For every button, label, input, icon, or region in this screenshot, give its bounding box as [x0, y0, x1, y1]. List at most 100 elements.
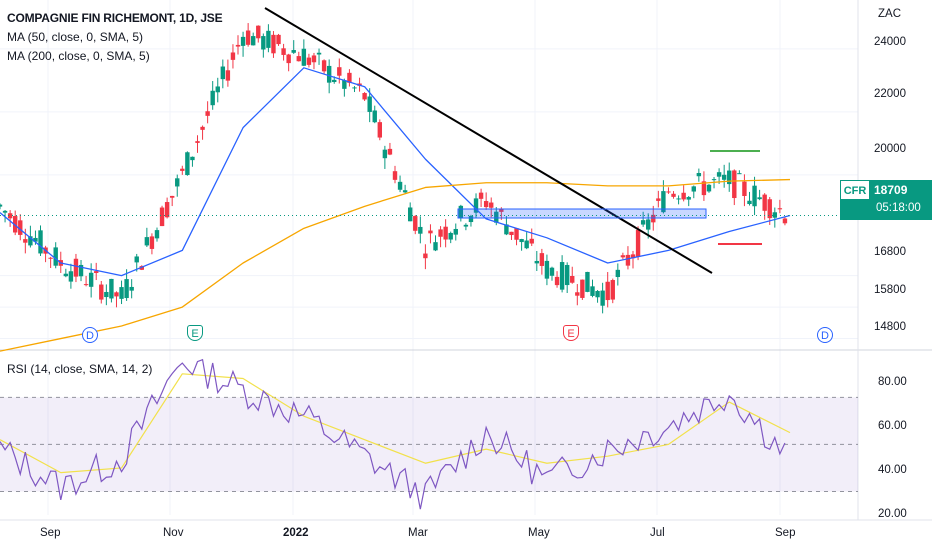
- candle-body: [701, 181, 707, 196]
- bar-countdown: 05:18:00: [876, 202, 921, 214]
- candle-body: [686, 197, 691, 200]
- candle-body: [240, 36, 246, 46]
- candle-body: [630, 254, 636, 259]
- earnings-event-icon[interactable]: E: [187, 325, 203, 341]
- candle-body: [342, 80, 347, 89]
- candle-body: [595, 291, 600, 298]
- candle-body: [124, 279, 129, 299]
- candle-body: [534, 260, 539, 264]
- candle-body: [407, 207, 413, 222]
- candle-body: [646, 219, 651, 230]
- candle-body: [681, 192, 686, 200]
- candle-body: [468, 215, 474, 223]
- ma200-legend[interactable]: MA (200, close, 0, SMA, 5): [7, 49, 150, 63]
- candle-body: [271, 34, 276, 54]
- candle-body: [499, 209, 504, 212]
- candle-body: [175, 178, 180, 187]
- candle-body: [99, 284, 104, 300]
- candle-body: [661, 191, 666, 213]
- candle-body: [0, 204, 3, 207]
- candle-body: [180, 168, 185, 171]
- candle-body: [377, 122, 383, 138]
- candle-body: [296, 56, 301, 62]
- candle-body: [473, 198, 479, 213]
- time-tick: Mar: [408, 527, 428, 539]
- candle-body: [782, 218, 788, 224]
- chart-title: COMPAGNIE FIN RICHEMONT, 1D, JSE: [7, 11, 223, 25]
- last-price-tag[interactable]: CFR 18709 05:18:00: [840, 180, 932, 220]
- candle-body: [7, 213, 13, 219]
- time-tick: Sep: [40, 527, 61, 539]
- support-zone: [457, 208, 707, 219]
- candle-body: [737, 173, 742, 175]
- candle-body: [215, 86, 220, 93]
- ma200-line: [0, 178, 791, 352]
- candle-body: [230, 52, 236, 60]
- ma50-line: [0, 67, 791, 277]
- candle-body: [104, 291, 109, 298]
- candle-body: [114, 292, 119, 297]
- candle-body: [559, 262, 565, 290]
- candle-body: [195, 141, 200, 143]
- candle-body: [478, 192, 484, 199]
- candle-body: [367, 96, 372, 112]
- candle-body: [23, 239, 28, 243]
- earnings-event-icon[interactable]: E: [563, 325, 579, 341]
- candle-body: [413, 216, 418, 231]
- price-tick: 24000: [874, 36, 906, 48]
- candle-body: [164, 202, 170, 218]
- candle-body: [337, 67, 342, 76]
- candle-body: [276, 34, 281, 45]
- candle-body: [605, 281, 610, 301]
- price-tick: 16800: [874, 246, 906, 258]
- candle-body: [205, 111, 210, 116]
- ma50-legend[interactable]: MA (50, close, 0, SMA, 5): [7, 30, 144, 44]
- candle-body: [109, 278, 114, 299]
- candle-body: [362, 93, 367, 100]
- trendline: [264, 7, 713, 274]
- candle-body: [716, 172, 722, 177]
- candle-body: [514, 228, 519, 240]
- price-tick: 22000: [874, 88, 906, 100]
- candle-body: [266, 30, 271, 48]
- candle-body: [372, 110, 377, 123]
- candle-body: [539, 253, 545, 266]
- candle-body: [83, 284, 89, 286]
- candle-body: [772, 212, 778, 218]
- candle-body: [752, 185, 757, 207]
- candle-body: [154, 230, 160, 239]
- rsi-line: [0, 358, 786, 510]
- rsi-ma-line: [0, 373, 791, 474]
- candle-body: [428, 230, 433, 234]
- candle-body: [18, 220, 23, 235]
- time-tick: Nov: [163, 527, 184, 539]
- candle-body: [28, 236, 33, 246]
- candle-body: [767, 199, 772, 219]
- candle-body: [225, 70, 231, 81]
- candle-body: [159, 207, 165, 227]
- candle-body: [671, 193, 676, 197]
- candle-body: [762, 194, 767, 211]
- candle-body: [251, 36, 256, 46]
- candle-body: [38, 230, 43, 254]
- candle-body: [418, 226, 423, 234]
- candle-body: [747, 200, 752, 205]
- candle-body: [777, 208, 783, 210]
- dividend-event-icon[interactable]: D: [817, 327, 833, 343]
- candle-body: [392, 171, 398, 180]
- candle-body: [220, 66, 226, 80]
- price-tick: 14800: [874, 321, 906, 333]
- dividend-event-icon[interactable]: D: [82, 327, 98, 343]
- candle-body: [438, 229, 443, 237]
- candle-body: [504, 224, 509, 235]
- candle-body: [590, 286, 595, 296]
- candle-body: [387, 148, 393, 155]
- candle-body: [169, 195, 175, 198]
- rsi-legend[interactable]: RSI (14, close, SMA, 14, 2): [7, 362, 153, 376]
- candle-body: [656, 198, 661, 201]
- candle-body: [316, 52, 322, 55]
- candle-body: [291, 50, 296, 53]
- candle-body: [676, 198, 681, 200]
- candle-body: [306, 57, 312, 65]
